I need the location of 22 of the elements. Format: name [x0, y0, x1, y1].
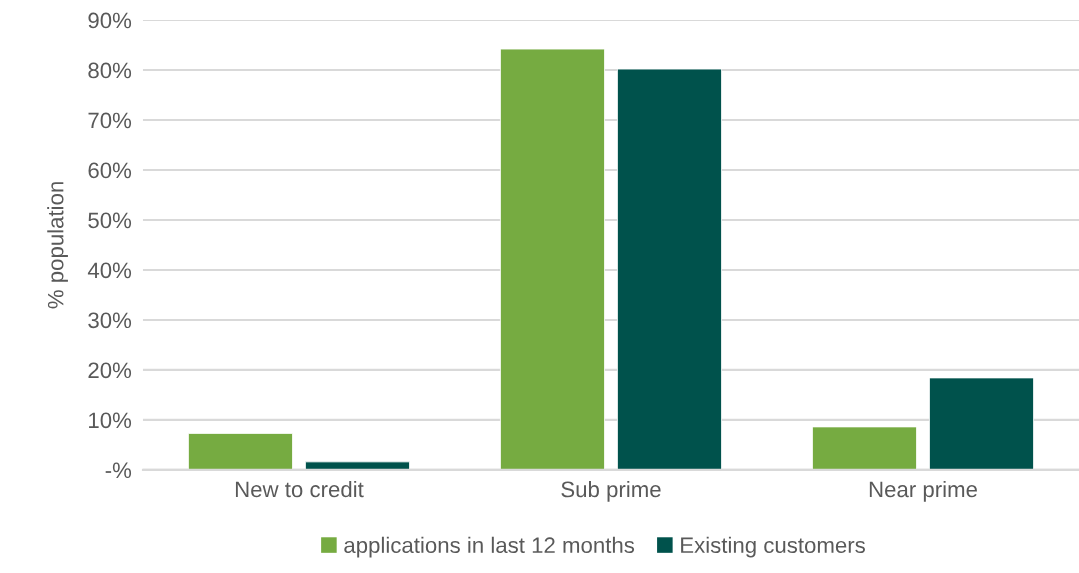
y-tick-label: 20%	[88, 362, 132, 379]
bar	[812, 426, 917, 470]
y-tick-label: 70%	[88, 112, 132, 129]
y-tick-label: 80%	[88, 62, 132, 79]
y-tick-label: 10%	[89, 412, 132, 429]
x-tick-label: Sub prime	[561, 480, 661, 502]
bar	[499, 48, 605, 470]
y-tick-label: 40%	[87, 262, 132, 279]
y-tick-label: 30%	[88, 312, 132, 329]
legend-label: applications in last 12 months	[344, 536, 635, 558]
bar	[304, 461, 410, 470]
bar	[617, 68, 722, 470]
bar	[929, 377, 1034, 470]
y-tick-label: 50%	[88, 212, 132, 229]
y-tick-label: -%	[105, 462, 132, 479]
y-axis-title: % population	[47, 182, 68, 309]
y-tick-label: 60%	[88, 162, 132, 179]
x-tick-label: New to credit	[235, 480, 364, 498]
y-tick-label: 90%	[88, 12, 132, 29]
bar	[187, 432, 293, 470]
x-tick-label: Near prime	[869, 480, 977, 502]
legend-label: Existing customers	[681, 536, 865, 558]
